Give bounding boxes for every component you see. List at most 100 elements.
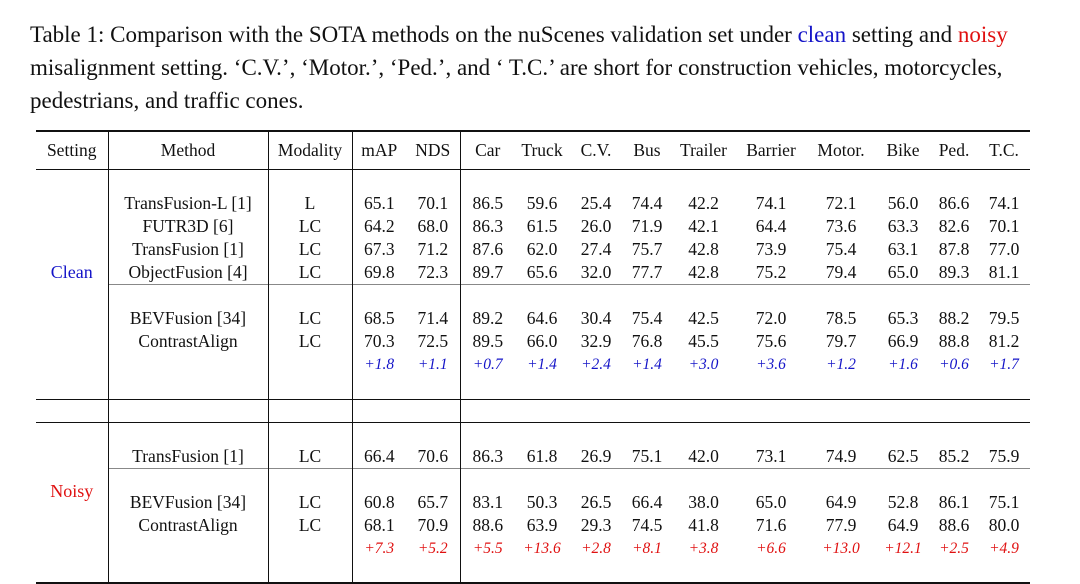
delta-cell: +3.8 <box>688 539 719 557</box>
table-row: TransFusion [1] LC 66.4 70.6 86.3 61.8 26.9 75.… <box>36 445 1030 468</box>
value-cell: 85.2 <box>938 445 970 466</box>
spacer-cell <box>406 283 461 307</box>
spacer-cell <box>569 467 623 491</box>
header-nds: NDS <box>406 130 461 170</box>
delta-cell: +1.4 <box>527 355 557 373</box>
header-car: Car <box>460 130 515 170</box>
table-row: ObjectFusion [4] LC 69.8 72.3 89.7 65.6 32.0 77… <box>36 261 1030 284</box>
value-cell: 30.4 <box>580 308 612 328</box>
value-cell: 71.9 <box>631 216 663 236</box>
header-method: Method <box>108 130 269 170</box>
spacer-cell <box>515 422 569 445</box>
method-cell: BEVFusion [34] <box>108 491 269 514</box>
spacer-cell <box>623 560 671 584</box>
spacer-cell <box>352 169 406 192</box>
spacer-cell <box>806 376 876 400</box>
caption-prefix: Table 1: Comparison with the SOTA method… <box>30 22 798 47</box>
value-cell: 88.8 <box>938 331 970 351</box>
spacer-cell <box>460 283 515 307</box>
spacer-cell <box>460 376 515 400</box>
value-cell: 89.5 <box>472 331 504 351</box>
spacer-cell <box>108 560 269 584</box>
spacer-cell <box>108 283 269 307</box>
header-barrier: Barrier <box>736 130 806 170</box>
spacer-cell <box>268 399 353 423</box>
method-cell: FUTR3D [6] <box>108 215 269 238</box>
spacer-cell <box>268 422 353 445</box>
delta-cell: +3.0 <box>688 355 719 373</box>
spacer-cell <box>930 376 978 400</box>
spacer-cell <box>108 467 269 491</box>
spacer-cell <box>671 376 736 400</box>
value-cell: 65.1 <box>363 193 395 213</box>
value-cell: 86.3 <box>472 445 504 466</box>
spacer-row <box>36 560 1030 584</box>
spacer-cell <box>623 422 671 445</box>
value-cell: 72.1 <box>825 193 857 213</box>
modality-cell: LC <box>268 215 353 238</box>
value-cell: 70.1 <box>988 216 1020 236</box>
value-cell: 25.4 <box>580 193 612 213</box>
clean-setting-label: Clean <box>36 169 109 376</box>
modality-cell: L <box>268 192 353 215</box>
value-cell: 66.4 <box>631 492 663 512</box>
delta-cell: +0.6 <box>939 355 969 373</box>
table-row: BEVFusion [34] LC 68.5 71.4 89.2 64.6 30.4 75.4… <box>36 307 1030 330</box>
value-cell: 74.4 <box>631 193 663 213</box>
header-bike: Bike <box>876 130 930 170</box>
spacer-cell <box>352 560 406 584</box>
value-cell: 64.4 <box>755 216 787 236</box>
spacer-cell <box>978 376 1030 400</box>
spacer-row <box>36 376 1030 400</box>
delta-cell: +1.1 <box>406 353 461 376</box>
delta-cell: +2.8 <box>581 539 611 557</box>
spacer-cell <box>460 422 515 445</box>
spacer-cell <box>978 399 1030 423</box>
value-cell: 73.1 <box>755 445 787 466</box>
header-ped: Ped. <box>930 130 978 170</box>
header-motor: Motor. <box>806 130 876 170</box>
value-cell: 68.1 <box>363 515 395 535</box>
spacer-cell <box>352 376 406 400</box>
spacer-cell <box>515 283 569 307</box>
value-cell: 75.4 <box>631 308 663 328</box>
spacer-cell <box>876 399 930 423</box>
value-cell: 56.0 <box>887 193 919 213</box>
spacer-cell <box>460 169 515 192</box>
spacer-cell <box>978 169 1030 192</box>
value-cell: 75.1 <box>631 445 663 466</box>
spacer-cell <box>876 376 930 400</box>
value-cell: 42.0 <box>688 445 719 466</box>
value-cell: 70.6 <box>406 445 461 468</box>
spacer-cell <box>406 467 461 491</box>
spacer-cell <box>460 467 515 491</box>
table-row: TransFusion [1] LC 67.3 71.2 87.6 62.0 27.4 75.… <box>36 238 1030 261</box>
delta-cell: +2.5 <box>939 539 969 557</box>
value-cell: 42.5 <box>688 308 719 328</box>
spacer-cell <box>978 560 1030 584</box>
spacer-cell <box>406 376 461 400</box>
value-cell: 45.5 <box>688 331 719 351</box>
value-cell: 59.6 <box>526 193 558 213</box>
empty-cell <box>108 537 269 560</box>
value-cell: 89.2 <box>472 308 504 328</box>
spacer-cell <box>876 169 930 192</box>
value-cell: 86.3 <box>472 216 504 236</box>
spacer-cell <box>108 376 269 400</box>
spacer-cell <box>460 560 515 584</box>
value-cell: 74.1 <box>988 193 1020 213</box>
spacer-row <box>36 283 1030 307</box>
spacer-cell <box>352 422 406 445</box>
modality-cell: LC <box>268 307 353 330</box>
spacer-cell <box>623 376 671 400</box>
value-cell: 81.1 <box>988 261 1020 282</box>
value-cell: 75.9 <box>988 445 1020 466</box>
delta-cell: +6.6 <box>756 539 786 557</box>
method-cell: TransFusion [1] <box>108 445 269 468</box>
spacer-cell <box>671 283 736 307</box>
caption-noisy-word: noisy <box>957 22 1008 47</box>
value-cell: 41.8 <box>688 515 719 535</box>
value-cell: 29.3 <box>580 515 612 535</box>
value-cell: 79.4 <box>825 261 857 282</box>
table-row: TransFusion-L [1] L 65.1 70.1 86.5 59.6 25.4 74… <box>36 192 1030 215</box>
